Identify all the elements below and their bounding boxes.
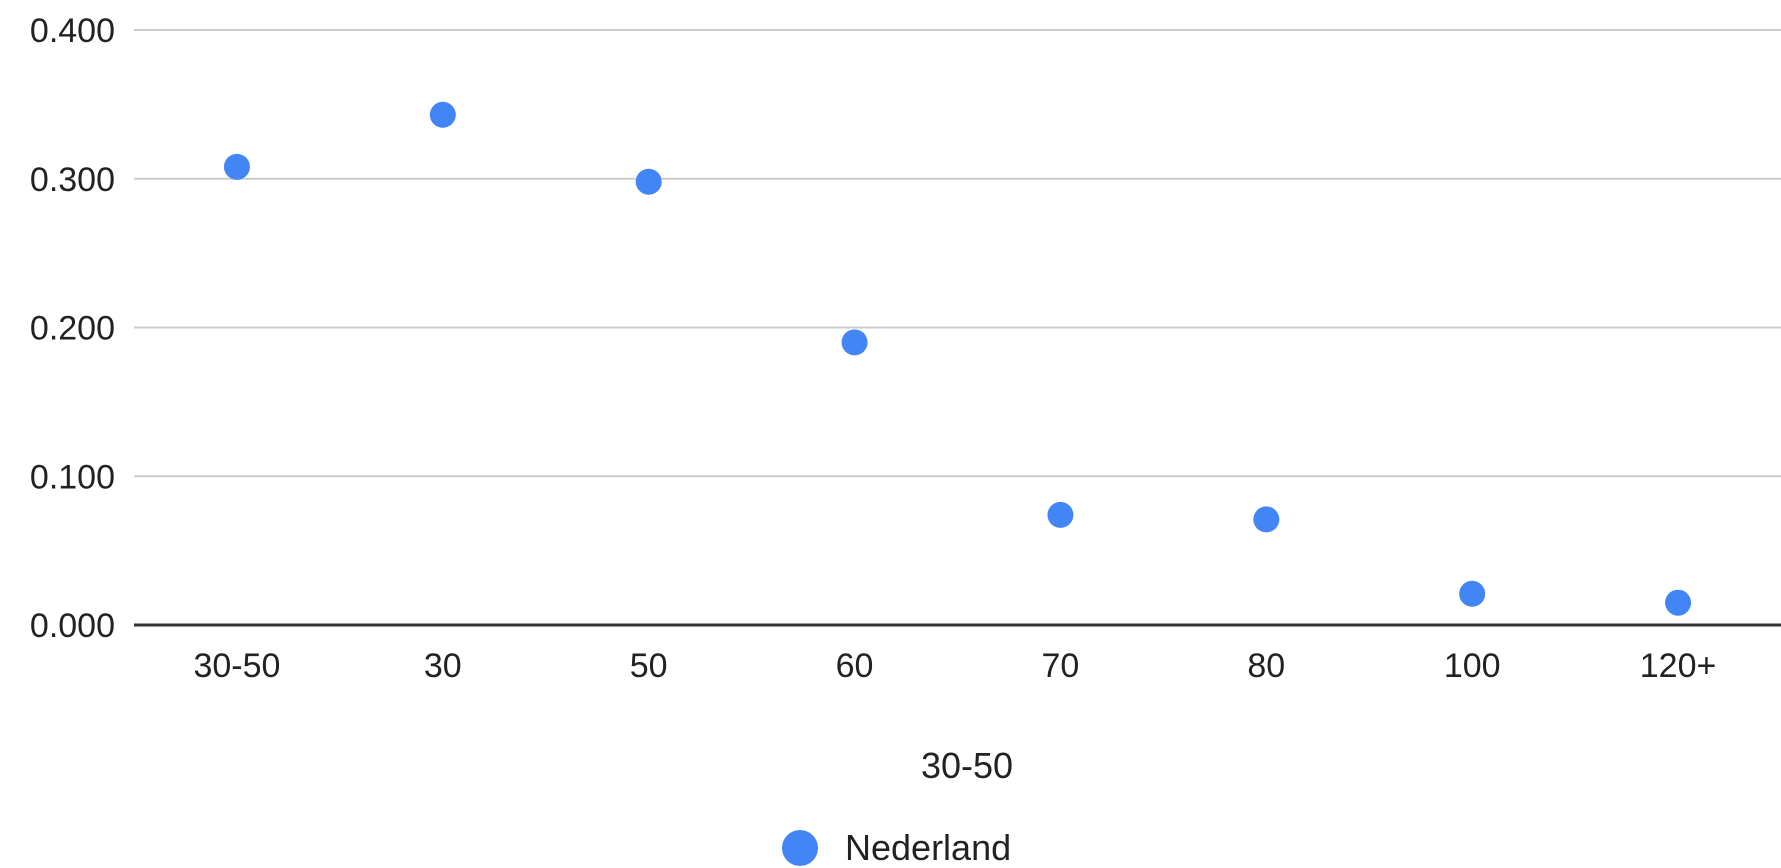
- y-tick-label: 0.100: [30, 458, 115, 496]
- x-axis-title: 30-50: [921, 745, 1013, 786]
- y-tick-label: 0.400: [30, 12, 115, 50]
- data-points: [223, 101, 1692, 616]
- legend-marker-icon: [782, 830, 818, 866]
- x-axis-tick-labels: 30-50 30 50 60 70 80 100 120+: [193, 647, 1716, 685]
- y-tick-label: 0.300: [30, 161, 115, 199]
- x-tick-label: 50: [630, 647, 668, 685]
- y-tick-label: 0.000: [30, 607, 115, 645]
- data-point[interactable]: [1665, 589, 1692, 616]
- x-tick-label: 120+: [1640, 647, 1717, 685]
- x-tick-label: 100: [1444, 647, 1501, 685]
- data-point[interactable]: [1047, 501, 1074, 528]
- x-tick-label: 70: [1042, 647, 1080, 685]
- y-tick-label: 0.200: [30, 310, 115, 348]
- legend-label-nederland: Nederland: [845, 827, 1011, 868]
- y-axis-tick-labels: 0.000 0.100 0.200 0.300 0.400: [30, 12, 115, 645]
- gridlines: [134, 29, 1781, 627]
- data-point[interactable]: [429, 101, 456, 128]
- data-point[interactable]: [223, 153, 250, 180]
- x-tick-label: 60: [836, 647, 874, 685]
- x-tick-label: 30: [424, 647, 462, 685]
- data-point[interactable]: [635, 168, 662, 195]
- data-point[interactable]: [841, 329, 868, 356]
- x-tick-label: 30-50: [193, 647, 280, 685]
- data-point[interactable]: [1459, 580, 1486, 607]
- x-tick-label: 80: [1247, 647, 1285, 685]
- legend[interactable]: Nederland: [782, 827, 1011, 868]
- data-point[interactable]: [1253, 506, 1280, 533]
